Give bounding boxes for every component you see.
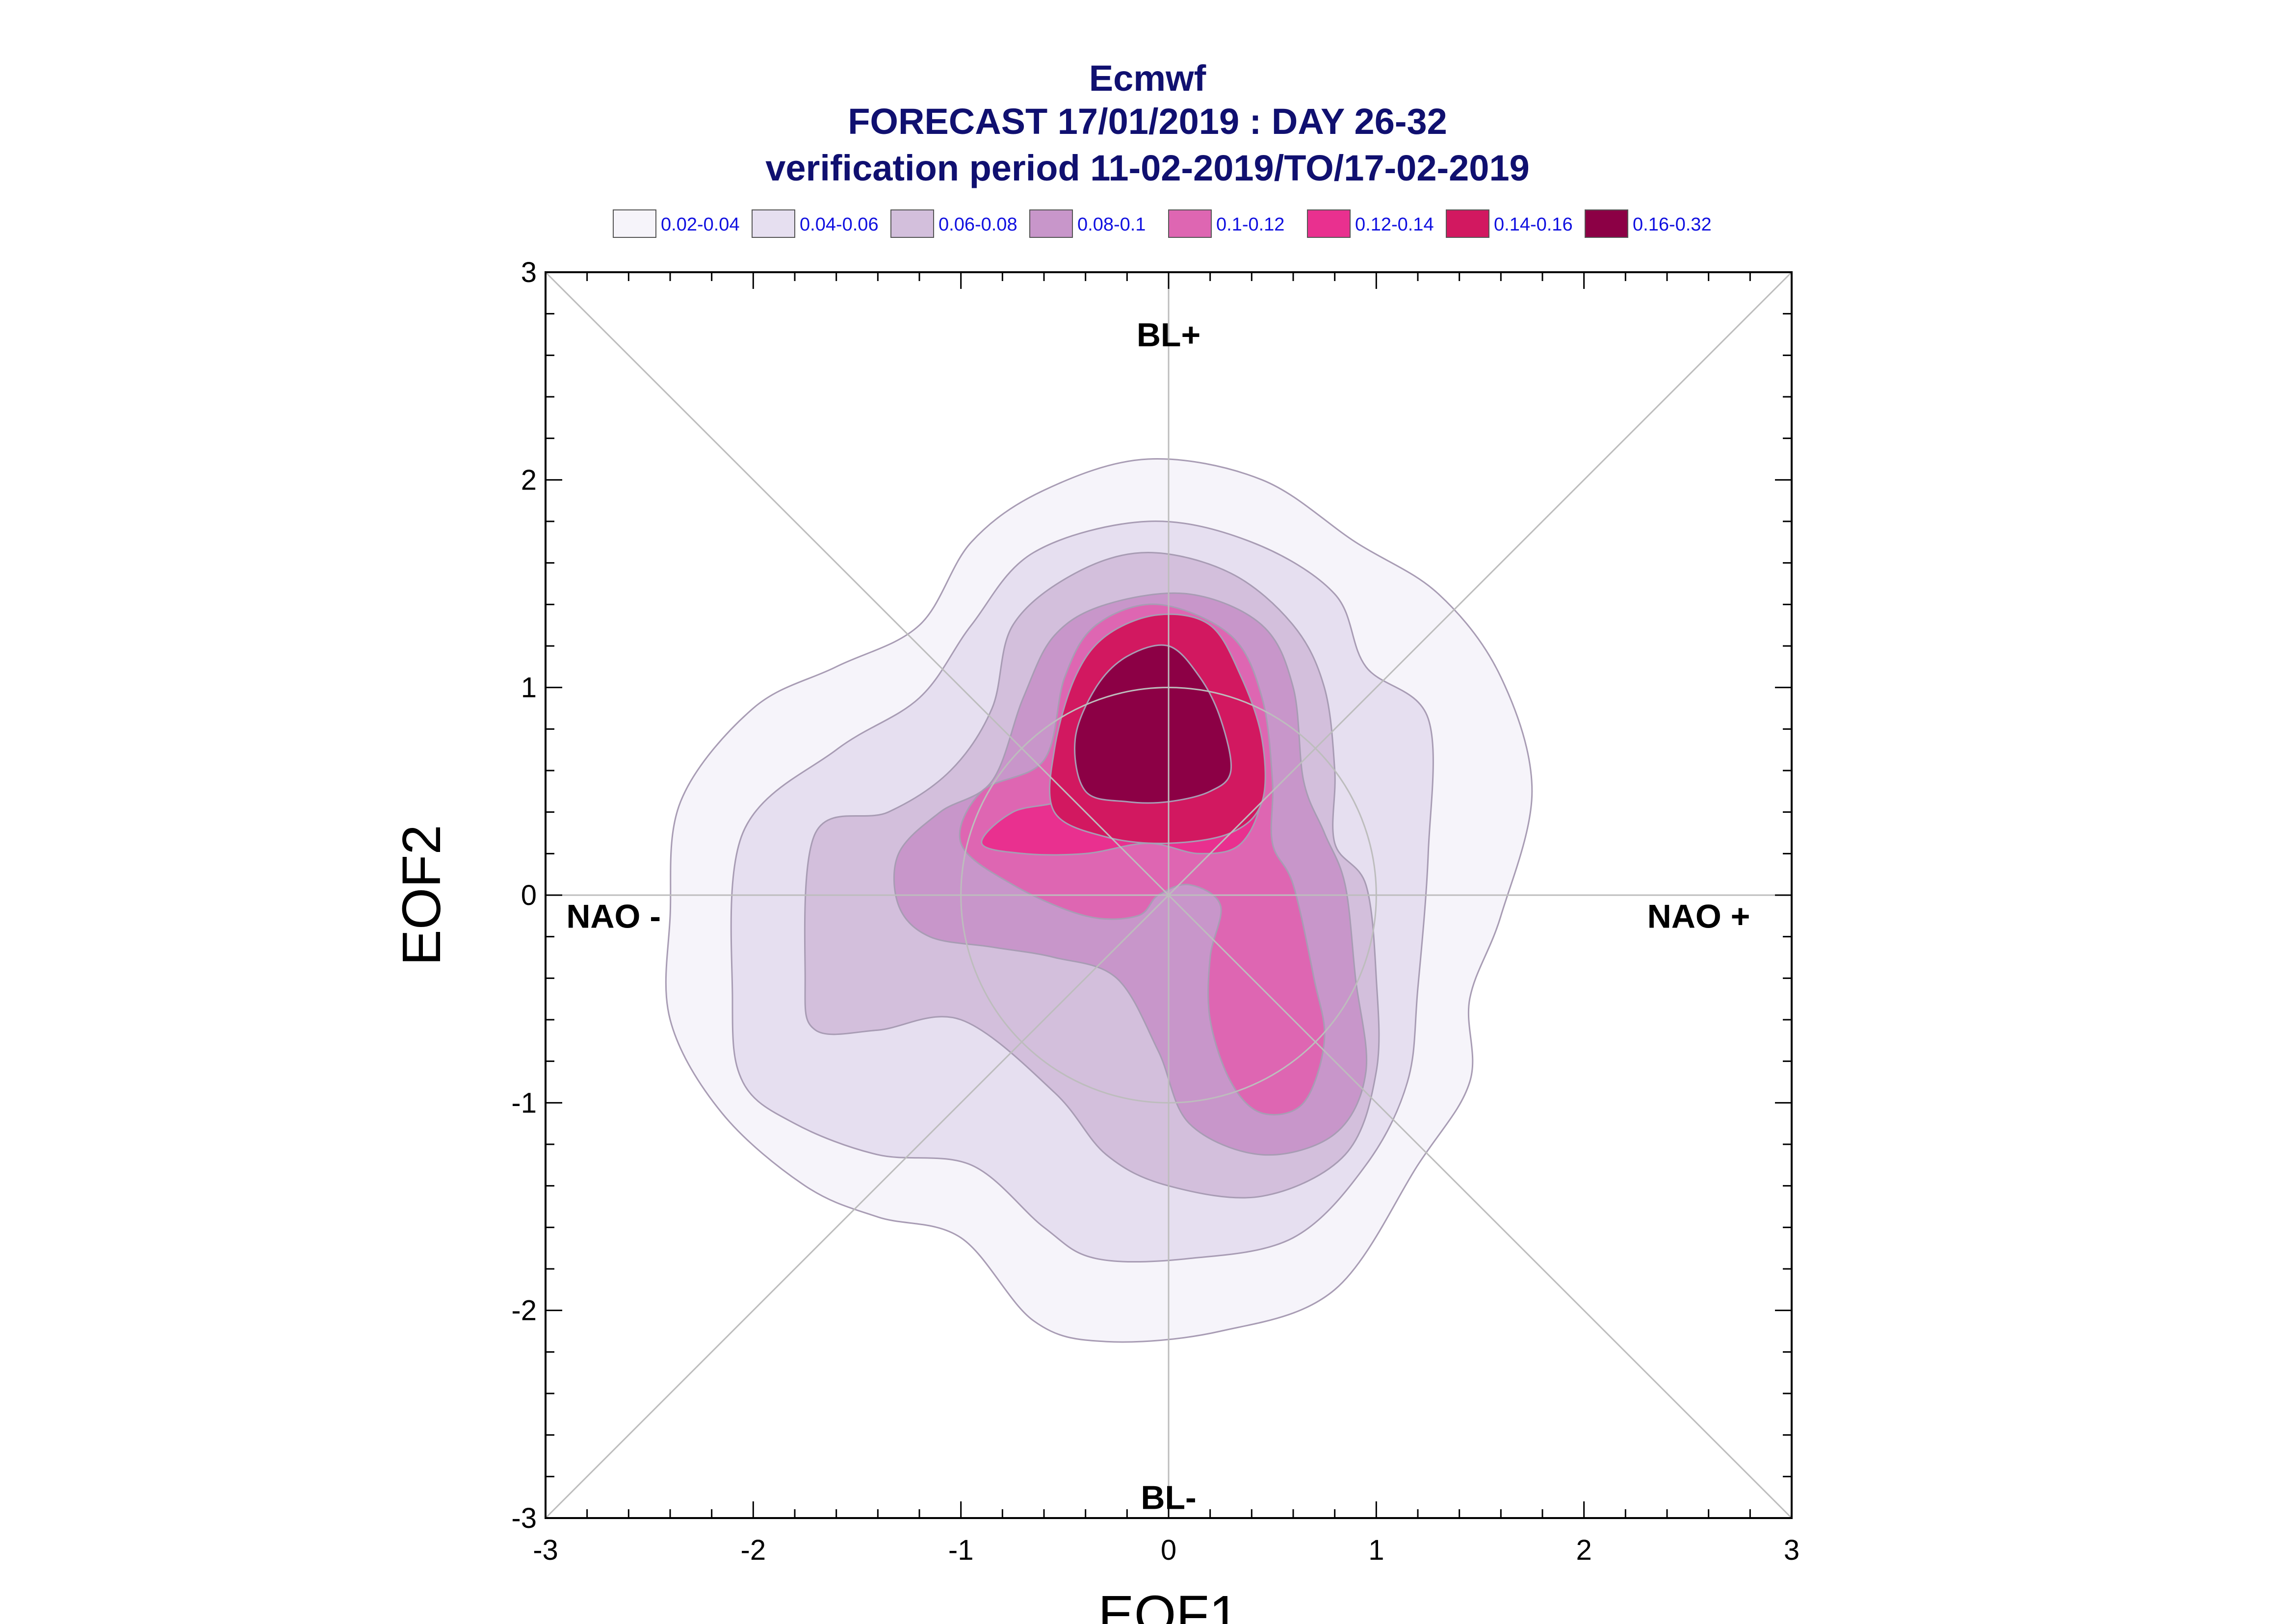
regime-label-right: NAO +: [1647, 898, 1750, 935]
legend-swatch: [1585, 209, 1628, 238]
legend-label: 0.04-0.06: [800, 214, 879, 235]
y-tick-label: 1: [521, 672, 537, 704]
y-tick-label: -3: [511, 1502, 537, 1534]
regime-label-top: BL+: [1137, 316, 1200, 354]
legend-swatch: [1029, 209, 1073, 238]
x-axis-title: EOF1: [1098, 1585, 1239, 1624]
chart-title: Ecmwf FORECAST 17/01/2019 : DAY 26-32 ve…: [765, 58, 1530, 188]
y-tick-label: 3: [521, 257, 537, 288]
x-tick-label: 2: [1576, 1534, 1592, 1566]
legend-label: 0.06-0.08: [939, 214, 1017, 235]
legend-swatch: [752, 209, 795, 238]
y-axis-title: EOF2: [391, 825, 452, 965]
regime-label-bottom: BL-: [1141, 1479, 1196, 1517]
axis-ticks: -3 -2 -1 0 1 2 3 -3 -2 -1 0 1 2 3: [511, 257, 1799, 1566]
legend-label: 0.16-0.32: [1633, 214, 1712, 235]
y-tick-label: 2: [521, 464, 537, 496]
regime-labels: BL+ BL- NAO - NAO +: [566, 316, 1750, 1517]
x-tick-label: 3: [1784, 1534, 1799, 1566]
legend-label: 0.1-0.12: [1216, 214, 1284, 235]
legend-swatch: [1307, 209, 1351, 238]
grid-diagonal-2: [545, 271, 1793, 1519]
legend-swatch: [613, 209, 656, 238]
legend-label: 0.14-0.16: [1494, 214, 1573, 235]
contour-layers: [665, 458, 1533, 1343]
grid-lines: [545, 271, 1793, 1519]
y-tick-label: -2: [511, 1295, 537, 1327]
legend-label: 0.02-0.04: [661, 214, 740, 235]
x-tick-label: 1: [1368, 1534, 1384, 1566]
y-tick-label: 0: [521, 879, 537, 911]
regime-label-left: NAO -: [566, 898, 661, 935]
legend: 0.02-0.04 0.04-0.06 0.06-0.08 0.08-0.1 0.1-0…: [613, 209, 1712, 238]
title-line-1: Ecmwf: [1089, 58, 1206, 99]
contour-8: [1074, 644, 1232, 804]
legend-label: 0.08-0.1: [1077, 214, 1146, 235]
legend-swatch: [890, 209, 934, 238]
title-line-3: verification period 11-02-2019/TO/17-02-…: [765, 148, 1530, 188]
legend-swatch: [1168, 209, 1212, 238]
title-line-2: FORECAST 17/01/2019 : DAY 26-32: [848, 101, 1447, 142]
x-tick-label: -2: [741, 1534, 766, 1566]
grid-unit-circle: [960, 687, 1377, 1104]
x-tick-label: -1: [948, 1534, 974, 1566]
x-tick-label: 0: [1161, 1534, 1176, 1566]
legend-label: 0.12-0.14: [1355, 214, 1434, 235]
x-tick-label: -3: [533, 1534, 558, 1566]
y-tick-label: -1: [511, 1087, 537, 1119]
plot-area: -3 -2 -1 0 1 2 3 -3 -2 -1 0 1 2 3: [511, 257, 1799, 1566]
legend-swatch: [1446, 209, 1489, 238]
